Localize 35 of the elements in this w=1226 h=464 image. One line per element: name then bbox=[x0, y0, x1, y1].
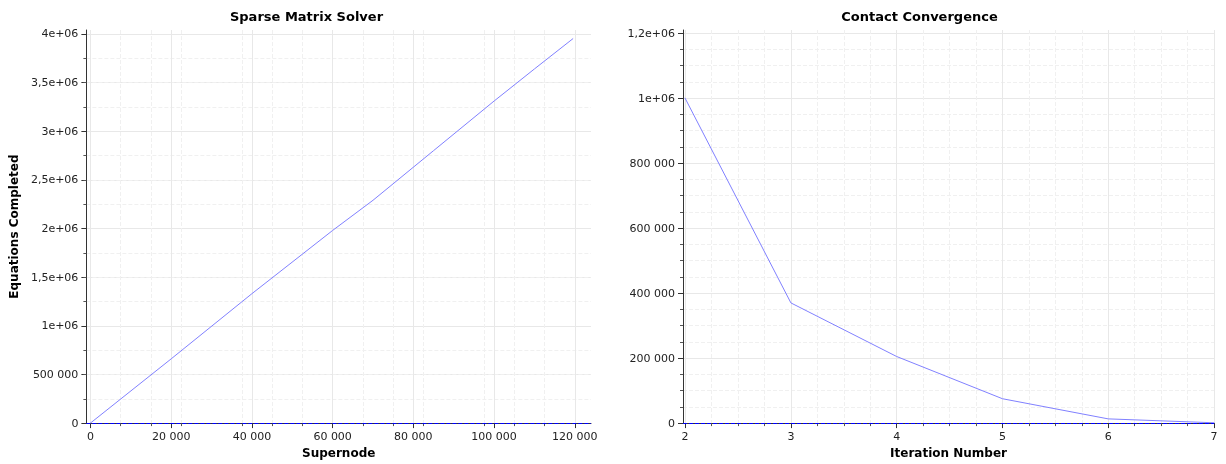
x-tick-label: 2 bbox=[681, 430, 689, 444]
y-tick-label: 200 000 bbox=[629, 351, 675, 365]
y-tick-label: 400 000 bbox=[629, 286, 675, 300]
x-tick-label: 6 bbox=[1104, 430, 1112, 444]
y-tick-label: 3,5e+06 bbox=[30, 76, 79, 90]
x-tick-label: 120 000 bbox=[552, 430, 598, 444]
y-tick-label: 1e+06 bbox=[41, 319, 79, 333]
y-tick-label: 0 bbox=[71, 416, 79, 430]
y-tick-label: 4e+06 bbox=[41, 27, 79, 41]
x-tick-label: 4 bbox=[893, 430, 901, 444]
chart-title: Sparse Matrix Solver bbox=[229, 9, 384, 24]
y-tick-label: 500 000 bbox=[32, 367, 79, 381]
x-tick-label: 80 000 bbox=[394, 430, 433, 444]
y-tick-label: 2e+06 bbox=[41, 222, 79, 235]
x-axis-title: Iteration Number bbox=[890, 446, 1008, 460]
x-tick-label: 5 bbox=[998, 430, 1006, 444]
y-tick-label: 3e+06 bbox=[41, 124, 79, 138]
y-tick-label: 800 000 bbox=[629, 156, 675, 170]
y-tick-label: 1e+06 bbox=[638, 91, 675, 105]
chart-title: Contact Convergence bbox=[841, 9, 998, 24]
y-tick-label: 1,5e+06 bbox=[30, 270, 79, 284]
y-axis-title: Equations Completed bbox=[7, 154, 21, 299]
x-tick-label: 100 000 bbox=[471, 430, 517, 444]
x-tick-label: 7 bbox=[1210, 430, 1218, 444]
x-axis-title: Supernode bbox=[302, 446, 376, 460]
x-tick-label: 0 bbox=[86, 430, 94, 444]
x-tick-label: 60 000 bbox=[313, 430, 352, 444]
line-series bbox=[89, 38, 574, 424]
y-tick-label: 0 bbox=[668, 416, 675, 430]
y-tick-label: 2,5e+06 bbox=[30, 173, 79, 187]
x-tick-label: 40 000 bbox=[232, 430, 272, 444]
x-tick-label: 20 000 bbox=[151, 430, 191, 444]
y-tick-label: 600 000 bbox=[629, 221, 675, 235]
y-tick-label: 1,2e+06 bbox=[627, 26, 675, 40]
x-tick-label: 3 bbox=[787, 430, 795, 444]
